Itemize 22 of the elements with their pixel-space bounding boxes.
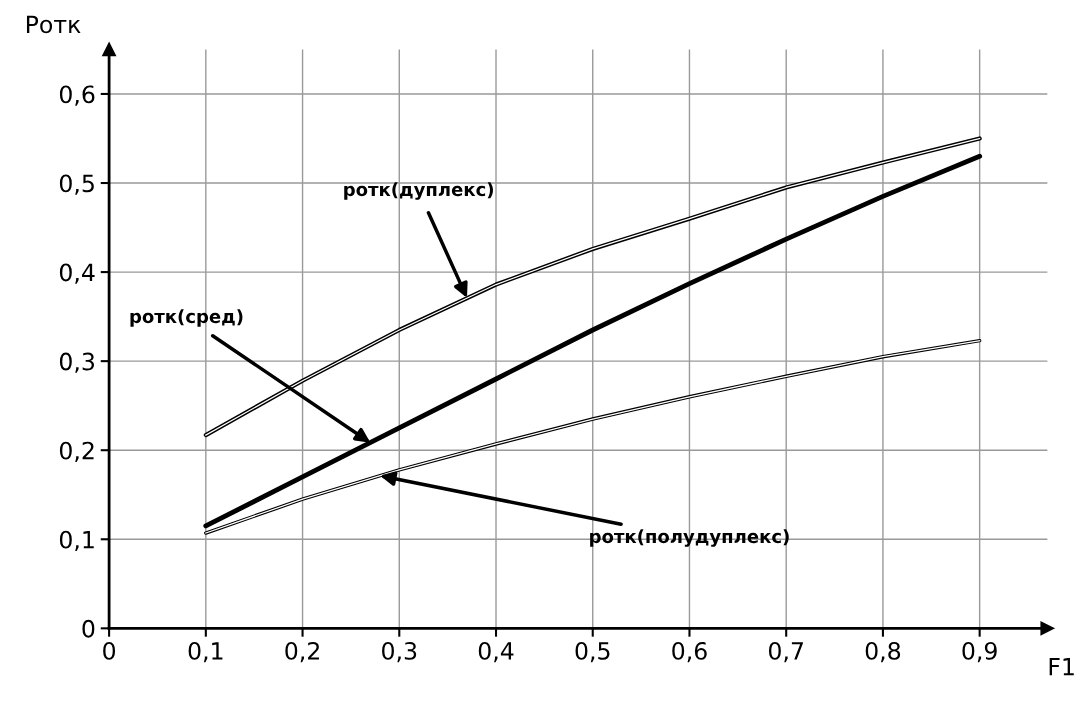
y-tick-label: 0,5 — [59, 174, 94, 195]
x-tick-label: 0,4 — [478, 641, 514, 663]
annotation: ротк(дуплекс) — [344, 182, 493, 200]
y-tick-label: 0,1 — [59, 530, 94, 551]
y-tick-label: 0,2 — [59, 441, 94, 462]
x-tick-label: 0,6 — [672, 641, 707, 663]
x-tick-label: 0,1 — [188, 641, 223, 663]
y-tick-label: 0,3 — [59, 352, 95, 373]
x-tick-label: 0 — [103, 641, 116, 660]
x-tick-label: 0,9 — [962, 641, 997, 663]
x-tick-label: 0,2 — [285, 641, 319, 663]
x-tick-label: 0,8 — [865, 641, 901, 663]
annotation: ротк(сред) — [130, 309, 243, 327]
y-tick-label: 0 — [82, 619, 95, 638]
y-tick-label: 0,6 — [59, 85, 95, 106]
x-tick-label: 0,7 — [768, 641, 803, 663]
x-tick-label: 0,5 — [575, 641, 610, 663]
y-axis-title: Ротк — [26, 15, 81, 34]
x-tick-label: 0,3 — [382, 641, 417, 663]
y-tick-label: 0,4 — [59, 263, 95, 284]
annotation: ротк(полудуплекс) — [590, 529, 789, 547]
x-axis-title: F1 — [1049, 658, 1074, 676]
